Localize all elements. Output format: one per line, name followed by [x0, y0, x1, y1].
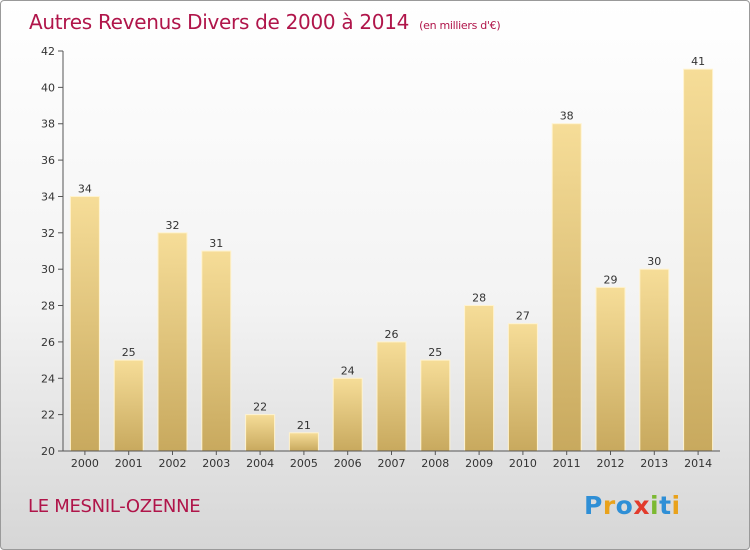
y-tick-label: 36 — [41, 154, 55, 167]
data-label: 38 — [560, 110, 574, 123]
data-label: 41 — [691, 55, 705, 68]
bar-2006 — [332, 377, 363, 452]
proxiti-logo: Proxiti — [584, 491, 681, 520]
x-tick-label: 2002 — [159, 457, 187, 470]
data-label: 25 — [122, 346, 136, 359]
logo-letter: t — [659, 491, 672, 520]
title-main: Autres Revenus Divers de 2000 à 2014 — [29, 10, 410, 34]
data-label: 22 — [253, 401, 267, 414]
x-tick-label: 2008 — [421, 457, 449, 470]
y-tick-label: 34 — [41, 191, 55, 204]
data-label: 32 — [166, 219, 180, 232]
bar-2005 — [288, 432, 319, 452]
y-tick-label: 22 — [41, 409, 55, 422]
data-label: 30 — [647, 255, 661, 268]
y-tick-label: 40 — [41, 81, 55, 94]
x-tick-label: 2005 — [290, 457, 318, 470]
x-tick-label: 2004 — [246, 457, 274, 470]
bar-2002 — [157, 232, 188, 452]
data-label: 31 — [209, 237, 223, 250]
x-tick-label: 2013 — [640, 457, 668, 470]
title-subtitle: (en milliers d'€) — [419, 19, 501, 32]
bar-2012 — [595, 286, 626, 452]
bar-2003 — [201, 250, 232, 452]
bar-2001 — [113, 359, 144, 452]
x-tick-label: 2012 — [597, 457, 625, 470]
bar-2010 — [507, 323, 538, 452]
data-label: 27 — [516, 310, 530, 323]
data-label: 25 — [428, 346, 442, 359]
y-tick-label: 32 — [41, 227, 55, 240]
data-label: 21 — [297, 419, 311, 432]
x-tick-label: 2009 — [465, 457, 493, 470]
chart-title: Autres Revenus Divers de 2000 à 2014 (en… — [29, 10, 501, 34]
y-tick-label: 30 — [41, 263, 55, 276]
logo-letter: i — [650, 491, 660, 520]
x-tick-label: 2010 — [509, 457, 537, 470]
bar-2007 — [376, 341, 407, 452]
logo-letter: o — [615, 491, 634, 520]
x-tick-label: 2003 — [202, 457, 230, 470]
bar-2004 — [245, 414, 276, 452]
y-tick-label: 28 — [41, 300, 55, 313]
y-tick-label: 20 — [41, 445, 55, 458]
x-tick-label: 2011 — [553, 457, 581, 470]
data-label: 28 — [472, 292, 486, 305]
logo-letter: x — [633, 491, 650, 520]
x-tick-label: 2001 — [115, 457, 143, 470]
x-tick-label: 2014 — [684, 457, 712, 470]
bar-2000 — [69, 196, 100, 452]
x-tick-label: 2000 — [71, 457, 99, 470]
bar-2013 — [639, 268, 670, 452]
y-tick-label: 26 — [41, 336, 55, 349]
data-label: 26 — [385, 328, 399, 341]
bar-2014 — [683, 68, 714, 452]
y-tick-label: 24 — [41, 372, 55, 385]
data-label: 34 — [78, 183, 92, 196]
bar-2009 — [464, 305, 495, 452]
logo-letter: P — [584, 491, 603, 520]
x-tick-label: 2006 — [334, 457, 362, 470]
bar-2008 — [420, 359, 451, 452]
location-name: LE MESNIL-OZENNE — [28, 496, 201, 517]
y-tick-label: 38 — [41, 118, 55, 131]
logo-letter: r — [602, 491, 616, 520]
logo-letter: i — [671, 491, 681, 520]
x-tick-label: 2007 — [378, 457, 406, 470]
y-tick-label: 42 — [41, 45, 55, 58]
bar-2011 — [551, 123, 582, 452]
data-label: 24 — [341, 364, 355, 377]
data-label: 29 — [604, 273, 618, 286]
